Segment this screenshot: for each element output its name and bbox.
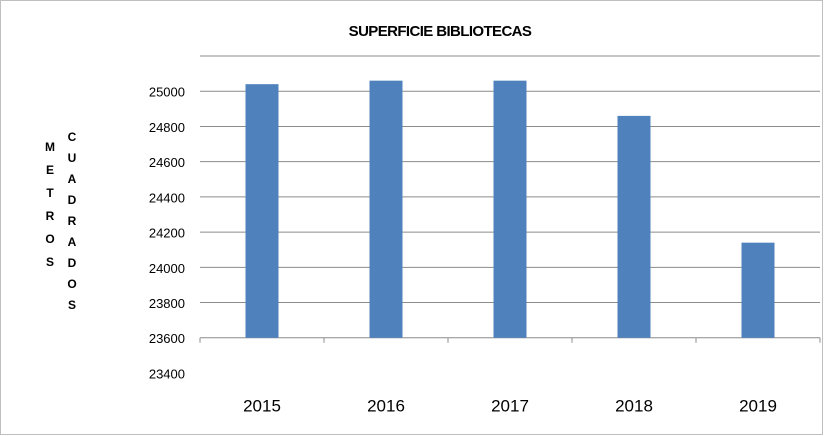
x-tick-label: 2015: [243, 396, 281, 415]
y-tick-label: 23600: [149, 331, 185, 346]
chart-title: SUPERFICIE BIBLIOTECAS: [349, 23, 532, 40]
y-tick-label: 24800: [149, 120, 185, 135]
x-tick-label: 2016: [367, 396, 405, 415]
y-tick-label: 24400: [149, 190, 185, 205]
y-tick-label: 25000: [149, 85, 185, 100]
y-tick-label: 24600: [149, 155, 185, 170]
bar: [369, 80, 403, 338]
bar: [617, 115, 651, 338]
y-tick-label: 24200: [149, 226, 185, 241]
y-tick-label: 23400: [149, 366, 185, 381]
y-axis-label: CUADRADOS: [65, 130, 79, 319]
bar: [741, 242, 775, 338]
bar: [493, 80, 527, 338]
x-tick-label: 2018: [615, 396, 653, 415]
y-tick-label: 23800: [149, 296, 185, 311]
y-axis-label: METROS: [43, 140, 57, 278]
y-tick-label: 24000: [149, 261, 185, 276]
bar: [245, 84, 279, 338]
x-tick-label: 2019: [739, 396, 777, 415]
x-tick-label: 2017: [491, 396, 529, 415]
